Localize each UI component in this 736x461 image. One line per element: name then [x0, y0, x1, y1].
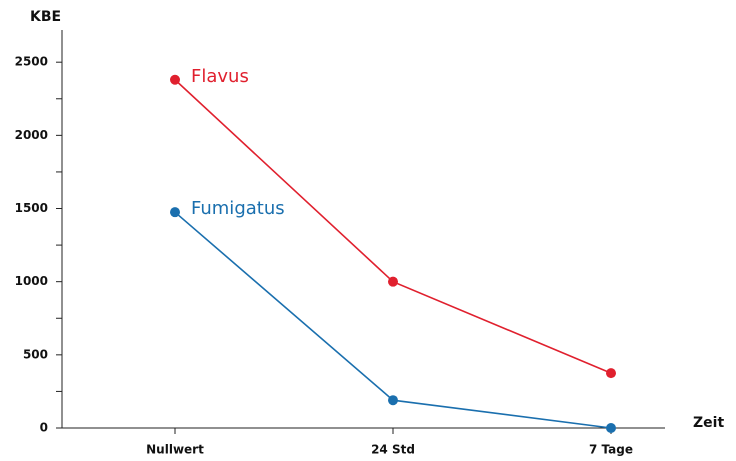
- point: [388, 395, 398, 406]
- y-tick-label: 500: [23, 347, 48, 361]
- y-tick-label: 1000: [15, 274, 48, 288]
- y-axis-title: KBE: [30, 9, 61, 25]
- x-tick-label: Nullwert: [146, 443, 204, 457]
- x-tick-label: 7 Tage: [589, 443, 633, 457]
- series-label: Fumigatus: [191, 198, 285, 219]
- y-tick-label: 0: [40, 421, 48, 435]
- y-tick-label: 2000: [15, 128, 48, 142]
- series-label: Flavus: [191, 66, 249, 87]
- point: [388, 276, 398, 287]
- x-axis-title: Zeit: [693, 415, 724, 431]
- series-line: [174, 79, 612, 374]
- point: [170, 74, 180, 85]
- x-tick-label: 24 Std: [371, 443, 415, 457]
- point: [170, 207, 180, 218]
- y-tick-label: 2500: [15, 55, 48, 69]
- point: [606, 423, 616, 433]
- point: [606, 368, 616, 379]
- y-tick-label: 1500: [15, 201, 48, 215]
